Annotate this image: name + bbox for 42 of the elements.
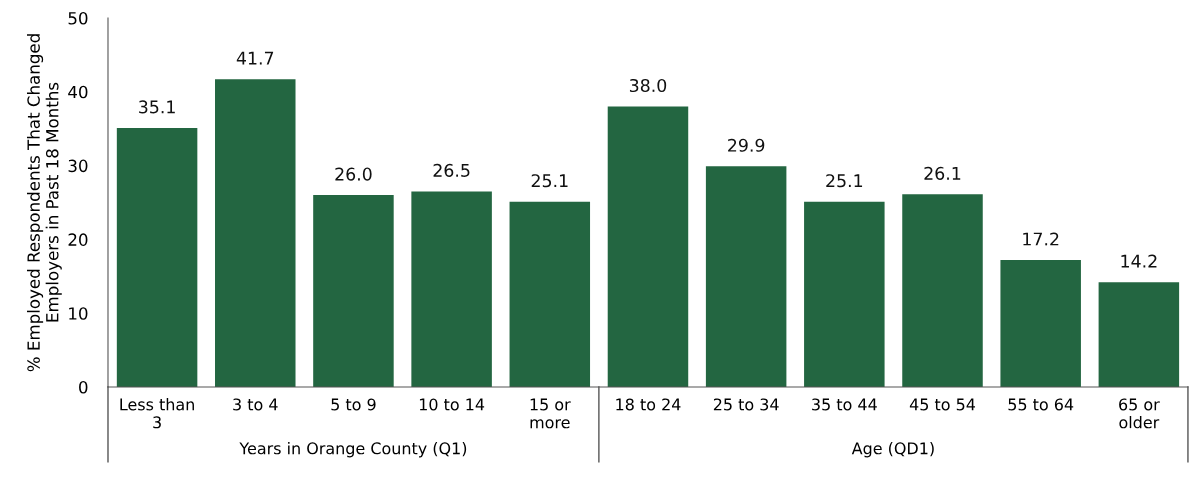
data-label: 41.7 — [236, 51, 274, 65]
data-label: 26.5 — [433, 163, 470, 177]
y-tick-label: 50 — [68, 11, 88, 25]
x-tick-label: 5 to 9 — [331, 398, 376, 411]
y-tick-label: 30 — [68, 159, 88, 173]
data-label: 25.1 — [531, 174, 568, 188]
y-tick-label: 10 — [69, 307, 88, 320]
y-tick-label: 0 — [79, 380, 88, 394]
data-label: 26.1 — [924, 166, 961, 180]
x-tick-label: 35 to 44 — [812, 398, 877, 411]
bar — [116, 127, 198, 387]
bar — [1000, 260, 1081, 387]
bar — [804, 201, 885, 387]
text: Years in Orange County (Q1) — [239, 442, 467, 458]
x-tick-label: 10 to 14 — [419, 398, 485, 411]
x-tick-label: 65 or older — [1119, 398, 1160, 429]
bar — [215, 79, 296, 387]
x-tick-label: 45 to 54 — [909, 398, 976, 411]
data-label: 35.1 — [139, 100, 175, 114]
data-label: 38.0 — [629, 78, 667, 93]
x-tick-label: Less than 3 — [120, 398, 194, 429]
bar — [411, 191, 492, 387]
data-label: 25.1 — [826, 174, 863, 188]
bar — [607, 106, 689, 387]
data-label: 29.9 — [728, 138, 765, 152]
y-tick-label: 40 — [68, 85, 88, 99]
x-tick-label: 18 to 24 — [616, 398, 681, 411]
y-axis-title: % Employed Respondents That Changed Employers in Past 18 Months — [26, 34, 62, 372]
bar — [902, 194, 983, 387]
text: Age (QD1) — [851, 442, 934, 458]
data-label: 14.2 — [1121, 254, 1157, 268]
x-tick-label: 15 or more — [530, 398, 571, 429]
bar — [1098, 282, 1180, 387]
data-label: 26.0 — [335, 167, 372, 181]
bar — [705, 166, 787, 387]
bar — [313, 195, 394, 387]
y-tick-label: 20 — [68, 233, 88, 246]
x-tick-label: 55 to 64 — [1008, 398, 1074, 411]
x-tick-label: 25 to 34 — [713, 398, 779, 411]
bar — [509, 201, 591, 387]
data-label: 17.2 — [1023, 232, 1059, 246]
x-tick-label: 3 to 4 — [233, 398, 278, 411]
